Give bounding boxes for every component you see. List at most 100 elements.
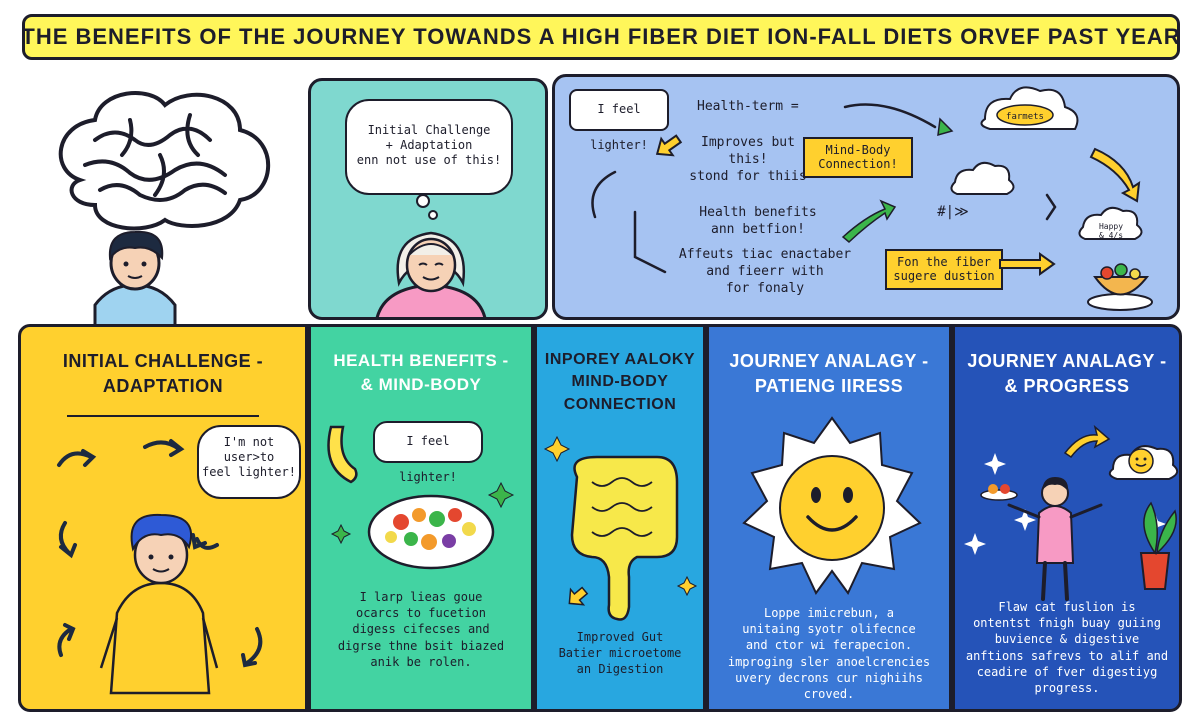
affects-line: Affeuts tiac enactaber xyxy=(678,247,852,262)
body-line: unitaing syotr olifecnce xyxy=(742,622,916,637)
body-line: progress. xyxy=(1034,680,1100,695)
column-title-line: INPOREY AALOKY xyxy=(544,351,696,368)
column-title: HEALTH BENEFITS - & MIND-BODY xyxy=(311,349,531,397)
column-title-line: JOURNEY ANALAGY - xyxy=(729,351,929,371)
happy-label: & 4/s xyxy=(1099,231,1123,240)
affects-text: Affeuts tiac enactaber and fieerr with f… xyxy=(675,247,855,298)
body-line: digess cifecses and xyxy=(352,622,490,637)
progress-illustration xyxy=(964,424,1179,601)
column-title-line: INITIAL CHALLENGE - xyxy=(62,351,264,371)
column-title-line: MIND-BODY xyxy=(571,373,669,391)
fiber-line: sugere dustion xyxy=(893,269,995,284)
girl-figure-icon xyxy=(375,194,487,317)
body-line: improging sler anoelcrencies xyxy=(727,654,931,669)
column-title-line: & PROGRESS xyxy=(1004,376,1130,397)
gut-illustration xyxy=(543,435,698,621)
smiling-sun-icon xyxy=(742,416,922,595)
health-term-label: Health-term = xyxy=(697,99,799,114)
body-line: Batier microetome xyxy=(558,646,682,661)
arrow-icon xyxy=(1063,424,1111,459)
brain-thought-illustration xyxy=(58,91,271,335)
column-title: JOURNEY ANALAGY - PATIENG IIRESS xyxy=(709,349,949,399)
mind-body-box: Mind-Body Connection! xyxy=(803,137,913,178)
fiber-line: Fon the fiber xyxy=(897,255,991,269)
bubble-line: I'm not xyxy=(223,435,275,449)
body-line: anik be rolen. xyxy=(370,654,472,669)
happy-label: Happy xyxy=(1099,222,1123,231)
column-initial-challenge: INITIAL CHALLENGE - ADAPTATION I'm not u… xyxy=(18,324,308,712)
brain-icon xyxy=(58,91,271,264)
intestine-icon xyxy=(570,455,679,621)
mindmap-arrows: farmets Happy & 4/s xyxy=(591,86,1153,311)
boy-figure-icon xyxy=(93,230,177,335)
column-progress: JOURNEY ANALAGY - & PROGRESS xyxy=(952,324,1182,712)
sparkle-icon xyxy=(330,481,515,545)
food-illustration xyxy=(327,425,515,570)
health-benefits-text: Health benefits ann betfion! xyxy=(683,205,833,239)
column-mind-body: INPOREY AALOKY MIND-BODY CONNECTION Impr… xyxy=(534,324,706,712)
column-title: JOURNEY ANALAGY - & PROGRESS xyxy=(955,349,1179,399)
column-title-line: HEALTH BENEFITS - xyxy=(333,351,509,370)
food-plate-icon xyxy=(980,484,1018,501)
body-line: uvery decrons cur nighiihs croved. xyxy=(735,670,923,701)
angle-arrow-icon xyxy=(633,210,667,274)
divider xyxy=(67,415,259,417)
sparkle-icon xyxy=(543,435,698,597)
column-title-line: PATIENG IIRESS xyxy=(754,376,904,397)
thought-bubble: Initial Challenge + Adaptation enn not u… xyxy=(345,99,513,195)
body-line: I larp lieas goue xyxy=(359,590,483,604)
health-benefits-line: Health benefits xyxy=(699,205,817,220)
improves-line: this! xyxy=(728,151,768,167)
mind-body-line: Connection! xyxy=(818,157,898,172)
body-line: Improved Gut xyxy=(576,630,664,644)
body-line: ontentst fnigh buay guiing xyxy=(973,616,1161,631)
improves-line: stond for thiis xyxy=(689,168,807,184)
health-benefits-line: ann betfion! xyxy=(711,221,805,237)
banana-icon xyxy=(327,425,358,484)
column-title-line: & MIND-BODY xyxy=(360,374,482,394)
improves-text: Improves but this! stond for thiis xyxy=(673,135,823,186)
happy-cloud-icon: Happy & 4/s xyxy=(1078,206,1143,240)
column-title-line: ADAPTATION xyxy=(102,376,224,397)
adaptation-illustration xyxy=(57,439,263,695)
mind-body-line: Mind-Body xyxy=(825,143,891,157)
hash-symbol: #|≫ xyxy=(937,204,969,220)
feel-lighter-bubble: I feel lighter! xyxy=(569,89,669,152)
mindmap-panel: I feel lighter! Health-term = Improves b… xyxy=(552,74,1180,320)
affects-line: for fonaly xyxy=(725,280,805,296)
cycle-arrows-icon xyxy=(57,439,263,668)
thought-line: Initial Challenge xyxy=(367,123,491,137)
boy-figure-icon xyxy=(99,513,219,695)
column-health-benefits: HEALTH BENEFITS - & MIND-BODY I feel lig… xyxy=(308,324,534,712)
arrow-icon xyxy=(568,586,589,606)
salad-plate-icon xyxy=(367,494,495,570)
sun-illustration xyxy=(742,416,922,595)
happy-cloud-icon xyxy=(1108,445,1179,480)
thought-panel: Initial Challenge + Adaptation enn not u… xyxy=(308,78,548,320)
body-line: buvience & digestive xyxy=(994,632,1140,647)
body-line: Flaw cat fuslion is xyxy=(998,600,1136,614)
column-title: INPOREY AALOKY MIND-BODY CONNECTION xyxy=(537,349,703,416)
speech-bubble: I feel lighter! xyxy=(373,421,483,484)
food-bowl-icon xyxy=(1087,263,1153,311)
thought-line: + Adaptation xyxy=(385,138,473,152)
column-body: I larp lieas goue ocarcs to fucetion dig… xyxy=(321,589,521,670)
curved-arrow-icon xyxy=(591,170,617,219)
body-line: and ctor wi ferapecion. xyxy=(745,638,913,653)
body-line: digrse thne bsit biazed xyxy=(337,638,505,653)
fiber-box: Fon the fiber sugere dustion xyxy=(885,249,1003,290)
body-line: an Digestion xyxy=(576,662,664,677)
improves-line: Improves but xyxy=(701,135,795,150)
column-patience: JOURNEY ANALAGY - PATIENG IIRESS Loppe i… xyxy=(706,324,952,712)
column-title-line: JOURNEY ANALAGY - xyxy=(967,351,1167,371)
up-down-arrow-icon xyxy=(1045,193,1057,221)
plant-icon xyxy=(1139,501,1177,590)
person-figure-icon xyxy=(1007,477,1103,601)
body-line: ceadire of fver digestiyg xyxy=(976,664,1158,679)
curved-arrow-icon xyxy=(843,103,937,129)
cloud-icon: farmets xyxy=(980,86,1079,130)
body-line: anftions safrevs to alif and xyxy=(965,648,1169,663)
column-title: INITIAL CHALLENGE - ADAPTATION xyxy=(21,349,305,399)
column-title-line: CONNECTION xyxy=(563,395,677,413)
affects-line: and fieerr with xyxy=(706,263,824,279)
